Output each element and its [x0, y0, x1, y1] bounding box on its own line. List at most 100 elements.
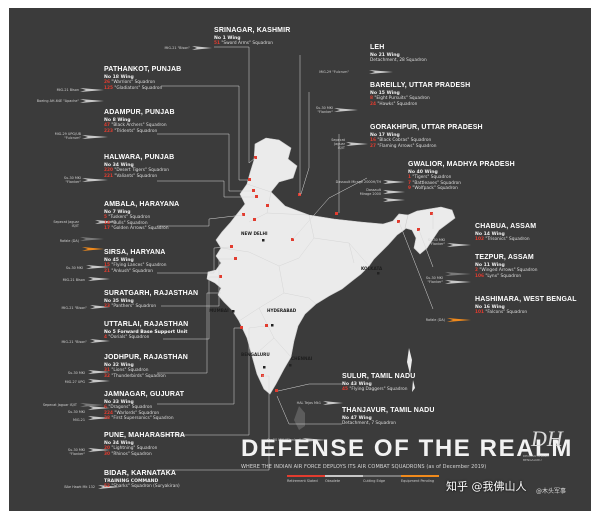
base-name: SURATGARH, RAJASTHAN	[104, 290, 199, 297]
wing-label: No 45 Wing	[104, 257, 134, 263]
aircraft-label: Su-30 MKI "Flanker"	[267, 438, 301, 442]
wing-label: No 33 Wing	[104, 399, 134, 405]
aircraft-label: Su-30 MKI	[67, 371, 85, 375]
squadron-line: 15 "Flying Lances" Squadron	[104, 263, 167, 269]
aircraft-label: Su-30 MKI "Flanker"	[63, 176, 81, 185]
squadron-line: 1 "Tigers" Squadron	[408, 175, 452, 181]
india-map	[80, 46, 471, 489]
squadron-line: 101 "Falcons" Squadron	[475, 310, 528, 316]
base-halwara: HALWARA, PUNJAB No 34 Wing 220 "Desert T…	[104, 154, 174, 179]
base-ambala: AMBALA, HARAYANA No 7 Wing 5 "Tuskers" S…	[104, 201, 179, 231]
squadron-line: 8 "Eight Pursuits" Squadron	[370, 96, 430, 102]
base-name: AMBALA, HARAYANA	[104, 201, 180, 208]
wing-label: No 16 Wing	[475, 304, 505, 310]
aircraft-label: Dassault Mirage 2000	[359, 188, 381, 197]
squadron-line: 51 "Sword Arms" Squadron	[214, 41, 273, 47]
city-hyderabad: HYDERABAD	[267, 308, 297, 313]
aircraft-label: Su-30 MKI	[67, 410, 85, 414]
legend: Retirement Slated Obsolete Cutting Edge …	[287, 475, 439, 483]
aircraft-label: MiG-21	[72, 418, 85, 422]
wing-label: TRAINING COMMAND	[104, 478, 159, 484]
dh-logo-subtitle: DECCAN HERALD BENGALURU	[523, 454, 549, 462]
aircraft-label: Sepecat Jaguar IS/IT	[42, 403, 77, 407]
squadron-line: 7 "Battleaxes" Squadron	[408, 180, 461, 186]
base-name: BIDAR, KARNATAKA	[104, 470, 177, 477]
wing-label: No 5 Forward Base Support Unit	[104, 329, 188, 335]
base-name: HALWARA, PUNJAB	[104, 154, 175, 161]
legend-item-retirement: Retirement Slated	[287, 475, 325, 483]
base-name: GWALIOR, MADHYA PRADESH	[408, 161, 515, 168]
squadron-line: 14 "Bulls" Squadron	[104, 220, 148, 226]
base-name: PUNE, MAHARASHTRA	[104, 432, 186, 439]
poster: NEW DELHI KOLKATA HYDERABAD MUMBAI BENGA…	[9, 8, 591, 511]
base-jamnagar: JAMNAGAR, GUJURAT No 33 Wing 6 "Dragons"…	[104, 391, 184, 421]
wing-label: No 32 Wing	[104, 362, 134, 368]
aircraft-label: Dassault Mirage 2000H/TH	[335, 180, 381, 184]
city-new-delhi: NEW DELHI	[241, 231, 268, 236]
base-uttarlai: UTTARLAI, RAJASTHAN No 5 Forward Base Su…	[104, 321, 188, 341]
aircraft-label: MiG-21 "Bison"	[164, 46, 191, 50]
base-leh: LEH No 21 Wing Detachment, 28 Squadron	[370, 44, 427, 64]
wing-label: No 43 Wing	[342, 381, 372, 387]
squadron-line: 28 "First Supersonics" Squadron	[104, 415, 174, 421]
northeast-outline	[404, 206, 456, 255]
wing-label: No 47 Wing	[342, 415, 372, 421]
base-gorakhpur: GORAKHPUR, UTTAR PRADESH No 17 Wing 16 "…	[370, 124, 483, 149]
squadron-line: 221 "Valiants" Squadron	[104, 173, 158, 179]
base-name: THANJAVUR, TAMIL NADU	[342, 407, 435, 414]
base-srinagar: SRINAGAR, KASHMIR No 1 Wing 51 "Sword Ar…	[214, 27, 290, 47]
squadron-line: 26 "Warriors" Squadron	[104, 80, 156, 86]
aircraft-label: BAe Hawk Mk 132	[64, 485, 95, 489]
aircraft-label: Sepecat Jaguar IS/IT	[331, 138, 345, 151]
squadron-line: 17 "Golden Arrows" Squadron	[104, 225, 169, 231]
wing-label: No 17 Wing	[370, 132, 400, 138]
wing-label: No 35 Wing	[104, 298, 134, 304]
base-name: ADAMPUR, PUNJAB	[104, 109, 175, 116]
aircraft-label: Rafale (DA)	[425, 318, 445, 322]
aircraft-label: Sepecat Jaguar IS/IT	[53, 220, 79, 229]
squadron-line: 31 "Lions" Squadron	[104, 368, 149, 374]
aircraft-label: Su-30 MKI	[65, 266, 83, 270]
squadron-line: 4 "Oorials" Squadron	[104, 335, 150, 341]
poster-title: DEFENSE OF THE REALM	[241, 435, 574, 462]
base-name: GORAKHPUR, UTTAR PRADESH	[370, 124, 483, 131]
city-bengaluru: BENGALURU	[241, 352, 270, 357]
base-jodhpur: JODHPUR, RAJASTHAN No 32 Wing 31 "Lions"…	[104, 354, 188, 379]
wing-label: No 34 Wing	[104, 440, 134, 446]
base-tezpur: TEZPUR, ASSAM No 11 Wing 2 "Winged Arrow…	[475, 254, 537, 279]
base-pathankot: PATHANKOT, PUNJAB No 18 Wing 26 "Warrior…	[104, 66, 181, 91]
base-name: JAMNAGAR, GUJURAT	[104, 391, 185, 398]
watermark: 知乎 @我佛山人	[446, 480, 527, 493]
base-name: SRINAGAR, KASHMIR	[214, 27, 291, 34]
city-kolkata: KOLKATA	[361, 266, 383, 271]
base-name: CHABUA, ASSAM	[475, 223, 537, 230]
squadron-line: 2 "Winged Arrows" Squadron	[475, 268, 538, 274]
squadron-line: 21 "Ankush" Squadron	[104, 268, 153, 274]
aircraft-label: Su-30 MKI "Flanker"	[427, 238, 445, 247]
squadron-line: 52 "Sharks" Squadron (Suryakiran)	[104, 484, 180, 490]
aircraft-label: MiG-21 Bison	[62, 278, 85, 282]
squadron-line: 20 "Lightning" Squadron	[104, 446, 158, 452]
city-mumbai: MUMBAI	[209, 308, 229, 313]
base-name: LEH	[370, 44, 385, 51]
squadron-line: 16 "Black Cobras" Squadron	[370, 138, 432, 144]
poster-subtitle: WHERE THE INDIAN AIR FORCE DEPLOYS ITS A…	[241, 464, 487, 470]
base-name: JODHPUR, RAJASTHAN	[104, 354, 188, 361]
squadron-line: 224 "Warlords" Squadron	[104, 410, 160, 416]
aircraft-label: MiG-27 UPG	[64, 380, 85, 384]
base-name: HASHIMARA, WEST BENGAL	[475, 296, 577, 303]
aircraft-label: Su-30 MKI "Flanker"	[425, 276, 443, 285]
base-name: SULUR, TAMIL NADU	[342, 373, 416, 380]
base-sirsa: SIRSA, HARYANA No 45 Wing 15 "Flying Lan…	[104, 249, 166, 274]
aircraft-label: HAL Tejas Mk1	[296, 401, 321, 405]
wing-label: No 14 Wing	[475, 231, 505, 237]
aircraft-label: MiG-29 "Fulcrum"	[319, 70, 349, 74]
base-bidar: BIDAR, KARNATAKA TRAINING COMMAND 52 "Sh…	[104, 470, 180, 490]
watermark-small: @木头军事	[536, 488, 567, 495]
squadron-line: 45 "Flying Daggers" Squadron	[342, 387, 408, 393]
base-bareilly: BAREILLY, UTTAR PRADESH No 15 Wing 8 "Ei…	[370, 82, 470, 107]
sri-lanka	[294, 406, 305, 430]
wing-label: No 34 Wing	[104, 162, 134, 168]
squadron-line: 24 "Hawks" Squadron	[370, 101, 418, 107]
wing-label: No 40 Wing	[408, 169, 438, 175]
